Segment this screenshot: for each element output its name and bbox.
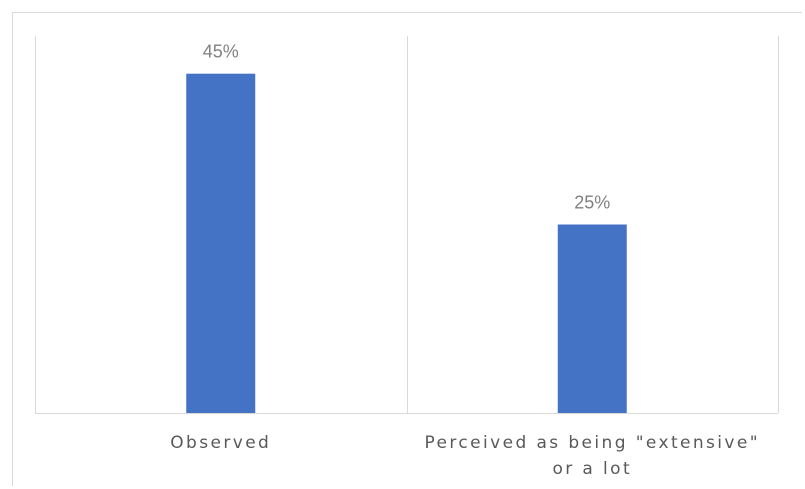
data-label: 25% <box>574 193 610 213</box>
data-labels-group: 45% 25% <box>203 42 611 213</box>
category-label: or a lot <box>552 459 632 479</box>
category-label: Perceived as being "extensive" <box>425 433 760 453</box>
bar <box>186 73 256 413</box>
category-labels-group: Observed Perceived as being "extensive" or… <box>170 433 760 479</box>
chart-frame <box>12 12 802 486</box>
data-label: 45% <box>203 42 239 62</box>
category-gridlines <box>35 36 779 413</box>
bar <box>557 224 627 413</box>
bars-group <box>186 73 627 413</box>
category-label: Observed <box>170 433 271 453</box>
